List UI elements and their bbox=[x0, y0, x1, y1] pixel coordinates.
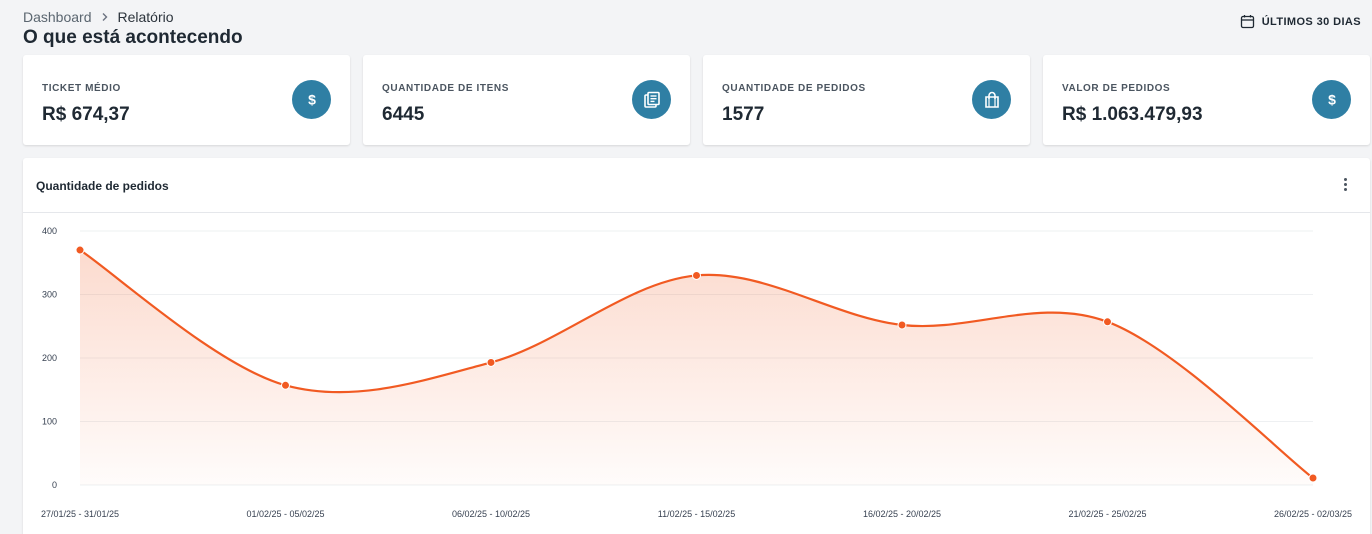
more-options-icon[interactable] bbox=[1338, 175, 1352, 193]
x-tick-label: 21/02/25 - 25/02/25 bbox=[1068, 509, 1146, 519]
kpi-card-ticket-medio: TICKET MÉDIO R$ 674,37 $ bbox=[23, 55, 350, 145]
data-point bbox=[897, 320, 907, 330]
breadcrumb-current: Relatório bbox=[117, 9, 174, 25]
chevron-right-icon bbox=[100, 12, 110, 22]
shopping-bag-icon bbox=[972, 80, 1011, 119]
kpi-value: R$ 674,37 bbox=[42, 104, 130, 125]
x-tick-label: 06/02/25 - 10/02/25 bbox=[452, 509, 530, 519]
chart-panel: Quantidade de pedidos 0 100 200 300 400 27/01… bbox=[23, 158, 1370, 534]
items-list-icon bbox=[632, 80, 671, 119]
breadcrumb: Dashboard Relatório bbox=[23, 9, 174, 25]
data-point bbox=[1308, 473, 1318, 483]
kpi-label: VALOR DE PEDIDOS bbox=[1062, 83, 1171, 94]
orders-area-chart: 0 100 200 300 400 27/01/25 - 31/01/25 01/02/25… bbox=[41, 226, 1352, 519]
series-area bbox=[80, 250, 1313, 485]
chart-title: Quantidade de pedidos bbox=[36, 179, 169, 193]
kpi-value: 6445 bbox=[382, 104, 425, 125]
kpi-label: TICKET MÉDIO bbox=[42, 83, 121, 94]
data-point bbox=[692, 270, 701, 280]
breadcrumb-dashboard-link[interactable]: Dashboard bbox=[23, 9, 92, 25]
data-point bbox=[75, 245, 85, 255]
y-tick-label: 100 bbox=[42, 417, 57, 427]
kpi-card-quantidade-itens: QUANTIDADE DE ITENS 6445 bbox=[363, 55, 690, 145]
kpi-card-quantidade-pedidos: QUANTIDADE DE PEDIDOS 1577 bbox=[703, 55, 1030, 145]
y-tick-label: 300 bbox=[42, 290, 57, 300]
data-point bbox=[281, 380, 290, 390]
kpi-label: QUANTIDADE DE PEDIDOS bbox=[722, 83, 866, 94]
dollar-icon: $ bbox=[1312, 80, 1351, 119]
x-tick-label: 01/02/25 - 05/02/25 bbox=[246, 509, 324, 519]
kpi-card-valor-pedidos: VALOR DE PEDIDOS R$ 1.063.479,93 $ bbox=[1043, 55, 1370, 145]
svg-text:$: $ bbox=[1328, 92, 1336, 108]
x-tick-label: 11/02/25 - 15/02/25 bbox=[658, 509, 735, 519]
y-tick-label: 200 bbox=[42, 353, 57, 363]
kpi-value: 1577 bbox=[722, 104, 765, 125]
x-tick-label: 16/02/25 - 20/02/25 bbox=[863, 509, 941, 519]
y-tick-label: 0 bbox=[52, 480, 57, 490]
period-filter-button[interactable]: ÚLTIMOS 30 DIAS bbox=[1240, 14, 1361, 29]
y-tick-label: 400 bbox=[42, 226, 57, 236]
kpi-value: R$ 1.063.479,93 bbox=[1062, 104, 1203, 125]
x-tick-label: 27/01/25 - 31/01/25 bbox=[41, 509, 119, 519]
svg-text:$: $ bbox=[308, 92, 316, 108]
period-filter-label: ÚLTIMOS 30 DIAS bbox=[1261, 15, 1361, 28]
kpi-label: QUANTIDADE DE ITENS bbox=[382, 83, 509, 94]
data-point bbox=[1103, 317, 1112, 327]
page-title: O que está acontecendo bbox=[23, 27, 243, 48]
dollar-icon: $ bbox=[292, 80, 331, 119]
chart-header: Quantidade de pedidos bbox=[23, 158, 1370, 213]
calendar-icon bbox=[1240, 14, 1255, 29]
data-point bbox=[486, 357, 496, 367]
x-tick-label: 26/02/25 - 02/03/25 bbox=[1274, 509, 1352, 519]
